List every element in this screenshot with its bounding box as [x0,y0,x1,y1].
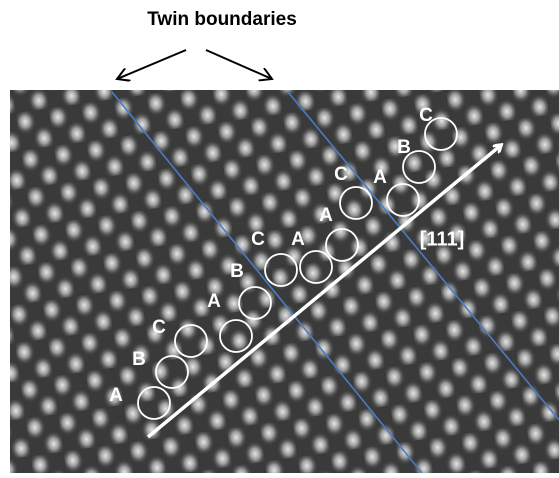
stacking-label: A [319,205,333,226]
stacking-label: C [152,317,166,338]
direction-label: [111] [420,228,464,250]
pointer-arrow [117,50,186,79]
stacking-label: A [109,385,123,406]
stacking-label: B [230,261,244,282]
stacking-label: C [334,164,348,185]
stacking-label: C [419,105,433,126]
stacking-label: A [373,167,387,188]
stacking-label: A [207,291,221,312]
stacking-label: B [132,349,146,370]
pointer-arrow [206,50,272,79]
title: Twin boundaries [147,9,297,30]
figure: Twin boundaries [111] ABCABCAACABC [0,0,559,473]
stacking-label: B [397,137,411,158]
micrograph [10,90,559,473]
stacking-label: C [251,229,265,250]
page: {"title": "Twin boundaries", "labels": [… [0,0,559,478]
stacking-label: A [291,229,305,250]
